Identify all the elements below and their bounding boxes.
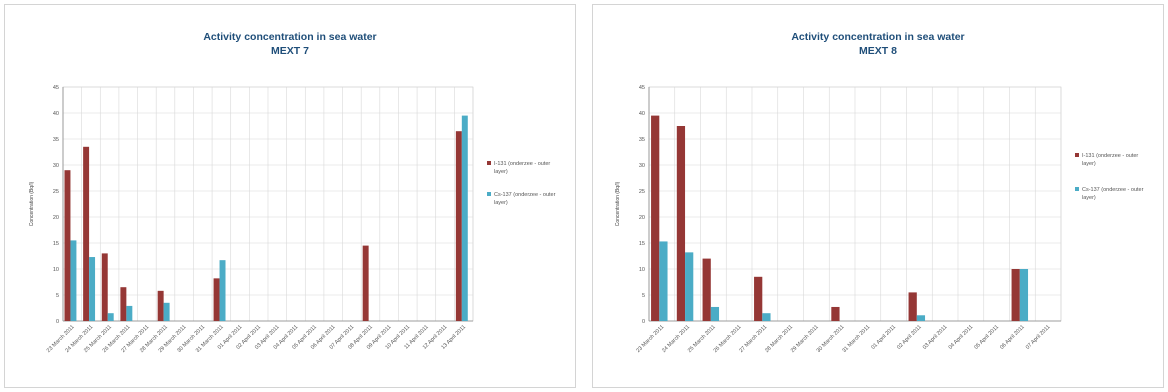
bar — [120, 287, 127, 321]
x-tick-label: 31 March 2011 — [841, 324, 871, 354]
x-tick-label: 03 April 2011 — [922, 324, 949, 351]
y-tick-label: 0 — [56, 319, 59, 325]
bar — [659, 241, 668, 321]
bar — [213, 278, 220, 321]
x-tick-label: 01 April 2011 — [870, 324, 897, 351]
bar — [831, 306, 840, 321]
y-tick-label: 15 — [53, 241, 59, 247]
chart-subtitle: MEXT 7 — [271, 45, 309, 57]
bar — [916, 315, 926, 321]
bar — [157, 290, 164, 321]
bar — [70, 240, 77, 321]
bar — [362, 245, 369, 321]
y-tick-label: 20 — [639, 215, 645, 221]
x-tick-label: 06 April 2011 — [999, 324, 1026, 351]
bar — [1019, 269, 1029, 321]
x-tick-label: 02 April 2011 — [896, 324, 923, 351]
bar — [163, 302, 170, 321]
legend-label: Cs-137 (onderzee - outer — [494, 192, 556, 198]
y-tick-label: 40 — [53, 111, 59, 117]
legend-label: I-131 (onderzee - outer — [1082, 153, 1138, 159]
y-tick-label: 5 — [642, 293, 645, 299]
y-tick-label: 10 — [53, 267, 59, 273]
bar — [101, 253, 108, 321]
bar — [676, 126, 686, 321]
bar — [455, 131, 462, 321]
x-tick-label: 04 April 2011 — [948, 324, 975, 351]
y-tick-label: 40 — [639, 111, 645, 117]
bar — [908, 292, 917, 321]
legend-label: layer) — [494, 200, 508, 206]
x-tick-label: 07 April 2011 — [1025, 324, 1052, 351]
bar — [651, 115, 660, 321]
y-tick-label: 0 — [642, 319, 645, 325]
y-tick-label: 20 — [53, 215, 59, 221]
y-tick-label: 45 — [639, 85, 645, 91]
bar — [685, 252, 694, 321]
y-tick-label: 15 — [639, 241, 645, 247]
chart-title: Activity concentration in sea water — [203, 31, 377, 43]
legend-label: layer) — [1082, 161, 1096, 167]
y-tick-label: 30 — [53, 163, 59, 169]
bar — [64, 170, 71, 321]
legend-label: Cs-137 (onderzee - outer — [1082, 187, 1144, 193]
bar — [1011, 269, 1020, 321]
bar — [461, 115, 468, 321]
bar — [762, 313, 771, 321]
bar — [702, 258, 711, 321]
x-tick-label: 05 April 2011 — [973, 324, 1000, 351]
y-tick-label: 30 — [639, 163, 645, 169]
legend-label: layer) — [1082, 195, 1096, 201]
chart-panel-mext7: Activity concentration in sea water MEXT… — [4, 4, 576, 388]
y-tick-label: 10 — [639, 267, 645, 273]
legend-swatch — [1075, 187, 1079, 191]
y-tick-label: 45 — [53, 85, 59, 91]
bar — [83, 146, 90, 321]
y-axis-label: Concentration (Bq/l) — [615, 181, 621, 226]
y-tick-label: 35 — [639, 137, 645, 143]
legend-label: I-131 (onderzee - outer — [494, 161, 550, 167]
chart-panel-mext8: Activity concentration in sea water MEXT… — [592, 4, 1164, 388]
bar — [126, 305, 133, 321]
bar — [710, 306, 720, 321]
y-axis-label: Concentration (Bq/l) — [29, 181, 35, 226]
legend-swatch — [1075, 153, 1079, 157]
y-tick-label: 35 — [53, 137, 59, 143]
legend-label: layer) — [494, 169, 508, 175]
legend-swatch — [487, 192, 491, 196]
chart-subtitle: MEXT 8 — [859, 45, 897, 57]
y-tick-label: 5 — [56, 293, 59, 299]
bar — [219, 260, 226, 321]
chart-title: Activity concentration in sea water — [791, 31, 965, 43]
y-tick-label: 25 — [53, 189, 59, 195]
legend-swatch — [487, 161, 491, 165]
bar — [754, 276, 763, 321]
y-tick-label: 25 — [639, 189, 645, 195]
bar — [89, 257, 96, 321]
bar — [107, 313, 114, 321]
